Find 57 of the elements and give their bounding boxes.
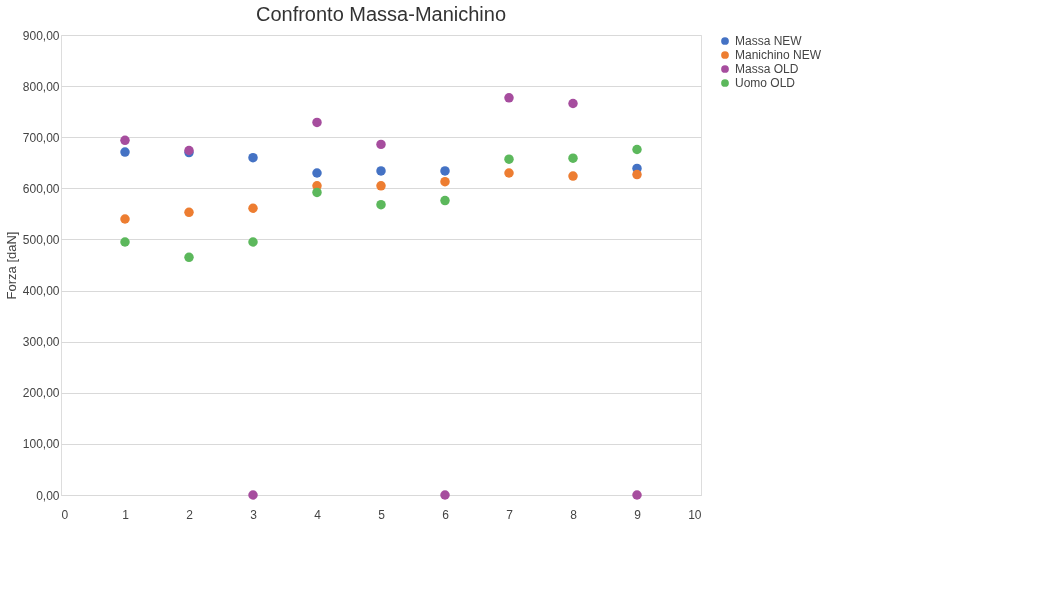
point xyxy=(248,152,258,163)
point xyxy=(376,181,386,191)
y-tick-label: 100,00 xyxy=(22,437,60,452)
point xyxy=(568,98,578,109)
point xyxy=(312,187,322,198)
x-tick-label: 2 xyxy=(186,507,194,522)
point xyxy=(184,207,194,218)
y-tick-label: 700,00 xyxy=(22,130,60,145)
point xyxy=(440,176,450,187)
chart-title: Confronto Massa-Manichino xyxy=(255,3,507,25)
x-tick-label: 1 xyxy=(122,507,130,522)
x-tick-label: 7 xyxy=(506,507,514,522)
point xyxy=(568,171,578,181)
x-tick-label: 3 xyxy=(250,507,258,522)
x-tick-label: 6 xyxy=(442,507,450,522)
point xyxy=(376,139,386,150)
x-tick-label: 9 xyxy=(634,507,642,522)
point xyxy=(440,195,450,206)
point xyxy=(376,199,386,210)
x-tick-label: 4 xyxy=(314,507,322,522)
y-tick-label: 300,00 xyxy=(22,335,60,350)
point xyxy=(120,237,130,247)
point xyxy=(440,490,450,500)
legend-label: Massa OLD xyxy=(735,62,799,76)
point xyxy=(184,252,194,263)
x-tick-label: 5 xyxy=(378,507,386,522)
y-tick-label: 500,00 xyxy=(22,232,60,247)
y-tick-label: 900,00 xyxy=(22,28,60,43)
x-tick-label: 10 xyxy=(688,507,702,522)
point xyxy=(248,237,258,247)
point xyxy=(312,117,322,128)
x-tick-label: 8 xyxy=(570,507,578,522)
point xyxy=(440,166,450,176)
y-tick-label: 200,00 xyxy=(22,386,60,401)
legend-label: Manichino NEW xyxy=(735,48,822,62)
y-tick-label: 400,00 xyxy=(22,284,60,299)
point xyxy=(504,154,514,164)
y-tick-label: 800,00 xyxy=(22,79,60,94)
point xyxy=(248,203,258,213)
point xyxy=(248,490,258,500)
x-tick-label: 0 xyxy=(61,507,69,522)
point xyxy=(120,214,130,224)
legend-label: Uomo OLD xyxy=(735,76,796,90)
point xyxy=(376,166,386,176)
legend-label: Massa NEW xyxy=(735,34,803,48)
point xyxy=(312,168,322,178)
y-tick-label: 600,00 xyxy=(22,181,60,196)
y-tick-label: 0,00 xyxy=(36,488,60,503)
point xyxy=(568,153,578,163)
point xyxy=(632,144,642,155)
y-axis-title: Forza [daN] xyxy=(3,231,19,300)
point xyxy=(120,147,130,157)
point xyxy=(504,93,514,103)
point xyxy=(632,490,642,500)
point xyxy=(504,168,514,178)
point xyxy=(632,169,642,180)
point xyxy=(120,135,130,146)
